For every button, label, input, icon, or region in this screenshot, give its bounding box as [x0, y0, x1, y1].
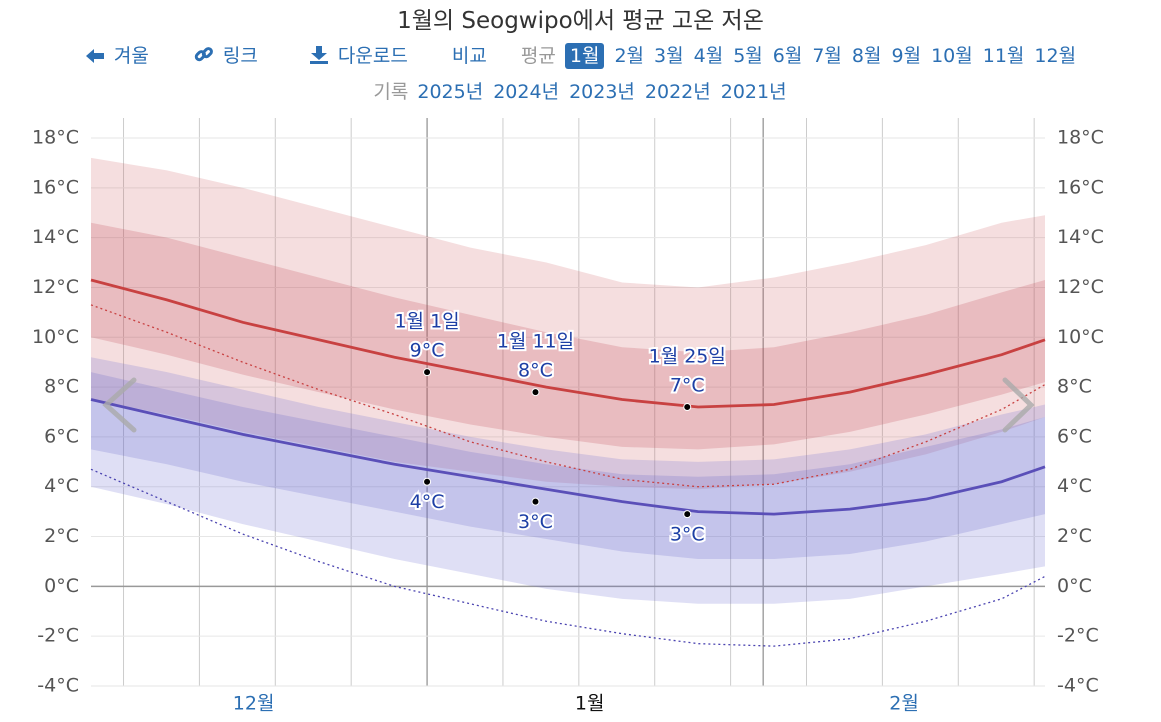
- nav-season[interactable]: 겨울: [84, 45, 153, 67]
- month-link[interactable]: 7월: [812, 45, 842, 67]
- band: [91, 357, 1045, 604]
- nav-text: 겨울: [113, 45, 149, 67]
- y2-tick-label: 18°C: [1057, 127, 1104, 149]
- prev-arrow[interactable]: [102, 377, 137, 433]
- y-tick-label: 8°C: [44, 376, 79, 398]
- high-point: [531, 388, 540, 397]
- nav-compare[interactable]: 비교: [451, 45, 487, 67]
- y2-tick-label: -4°C: [1057, 675, 1099, 697]
- header: 1월의 Seogwipo에서 평균 고온 저온 겨울 링크 다운로드 비교 평균…: [0, 0, 1161, 110]
- month-list: 1월 2월 3월 4월 5월 6월 7월 8월 9월 10월 11월 12월: [560, 43, 1081, 69]
- year-link[interactable]: 2021년: [720, 81, 787, 103]
- nav-text: 링크: [222, 45, 258, 67]
- record-row: 기록 2025년 2024년 2023년 2022년 2021년: [0, 74, 1161, 110]
- annotation-high: 9°C: [410, 340, 445, 362]
- month-link[interactable]: 11월: [982, 45, 1025, 67]
- y-tick-label: 6°C: [44, 425, 79, 447]
- y2-tick-label: 14°C: [1057, 226, 1104, 248]
- y-tick-label: 12°C: [32, 276, 79, 298]
- year-link[interactable]: 2022년: [644, 81, 711, 103]
- nav-download[interactable]: 다운로드: [308, 45, 412, 67]
- year-link[interactable]: 2024년: [493, 81, 560, 103]
- month-link[interactable]: 9월: [891, 45, 922, 67]
- annotation-high: 7°C: [670, 375, 705, 397]
- y2-tick-label: 2°C: [1057, 525, 1092, 547]
- y2-tick-label: 6°C: [1057, 425, 1092, 447]
- month-link[interactable]: 5월: [733, 45, 763, 67]
- x-tick-label: 12월: [233, 693, 275, 715]
- month-link[interactable]: 12월: [1034, 45, 1077, 67]
- annotation-high: 8°C: [518, 360, 553, 382]
- month-link[interactable]: 1월: [564, 43, 605, 69]
- y2-tick-label: 16°C: [1057, 176, 1104, 198]
- y-tick-label: 14°C: [32, 226, 79, 248]
- y-tick-label: -4°C: [37, 675, 79, 697]
- annotation-date: 1월 25일: [649, 346, 726, 368]
- nav-row: 겨울 링크 다운로드 비교 평균 1월 2월 3월 4월 5월 6월 7월 8월 9월 10월 11월…: [0, 38, 1161, 74]
- month-link[interactable]: 10월: [931, 45, 973, 67]
- month-link[interactable]: 2월: [614, 45, 645, 67]
- high-point: [423, 368, 432, 377]
- line: [90, 398, 1046, 516]
- band: [91, 222, 1045, 450]
- month-link[interactable]: 6월: [772, 45, 803, 67]
- y-tick-label: -2°C: [37, 625, 79, 647]
- y-tick-label: 0°C: [44, 575, 79, 597]
- year-link[interactable]: 2023년: [569, 81, 635, 103]
- download-icon: [309, 46, 328, 64]
- nav-average-label: 평균: [520, 45, 556, 67]
- annotation-low: 3°C: [518, 511, 553, 533]
- month-link[interactable]: 3월: [654, 45, 684, 67]
- y-tick-label: 2°C: [44, 525, 79, 547]
- year-list: 2025년 2024년 2023년 2022년 2021년: [412, 81, 791, 103]
- annotation-low: 4°C: [410, 491, 445, 513]
- y2-tick-label: 8°C: [1057, 376, 1092, 398]
- y2-tick-label: 0°C: [1057, 575, 1092, 597]
- line: [90, 278, 1046, 409]
- link-icon: [194, 47, 213, 62]
- high-point: [683, 403, 692, 412]
- y-tick-label: 10°C: [32, 326, 79, 348]
- year-link[interactable]: 2025년: [417, 81, 484, 103]
- band: [91, 157, 1045, 490]
- nav-text: 다운로드: [337, 45, 408, 67]
- chart-title: 1월의 Seogwipo에서 평균 고온 저온: [397, 8, 764, 34]
- y2-tick-label: -2°C: [1057, 625, 1099, 647]
- y-tick-label: 16°C: [32, 176, 79, 198]
- next-arrow[interactable]: [1002, 377, 1035, 433]
- annotation-date: 1월 1일: [394, 311, 459, 333]
- x-tick-label: 1월: [575, 693, 605, 715]
- y-tick-label: 4°C: [44, 475, 79, 497]
- y2-tick-label: 12°C: [1057, 276, 1104, 298]
- annotation-date: 1월 11일: [497, 331, 574, 353]
- month-link[interactable]: 4월: [693, 45, 724, 67]
- y2-tick-label: 4°C: [1057, 475, 1092, 497]
- nav-link[interactable]: 링크: [193, 45, 262, 67]
- y2-tick-label: 10°C: [1057, 326, 1104, 348]
- low-point: [683, 510, 692, 519]
- record-label: 기록: [373, 81, 409, 103]
- low-point: [423, 477, 432, 486]
- arrow-icon: [85, 49, 104, 63]
- month-link[interactable]: 8월: [851, 45, 882, 67]
- dotted-line: [90, 304, 1046, 488]
- dotted-line: [90, 468, 1046, 647]
- annotation-low: 3°C: [670, 524, 705, 546]
- x-tick-label: 2월: [889, 693, 919, 715]
- low-point: [531, 497, 540, 506]
- y-tick-label: 18°C: [32, 127, 79, 149]
